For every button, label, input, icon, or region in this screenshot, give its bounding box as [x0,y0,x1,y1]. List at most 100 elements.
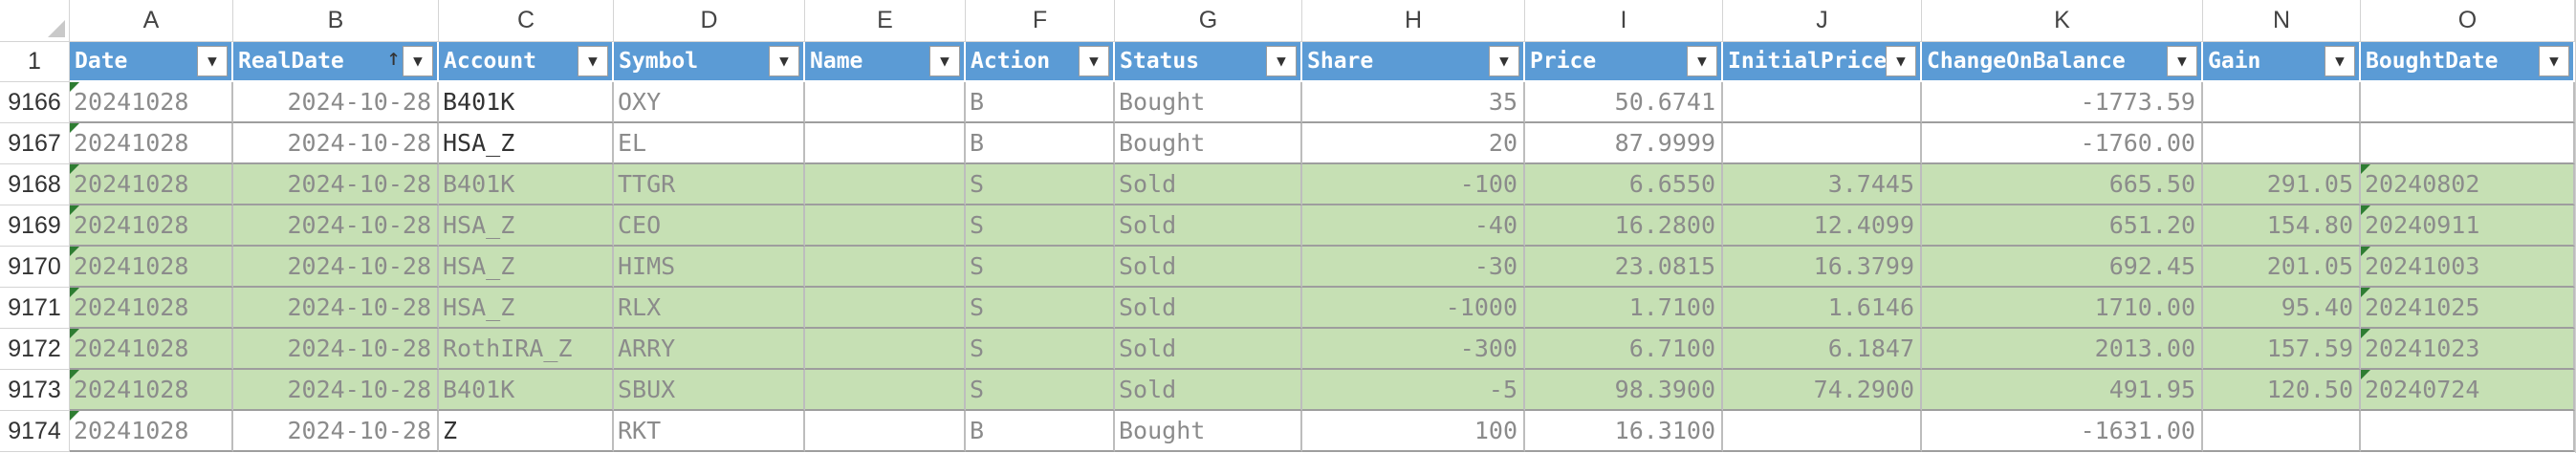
row-header-9169[interactable]: 9169 [0,205,70,247]
row-header-9166[interactable]: 9166 [0,82,70,123]
cell-status[interactable]: Sold [1115,288,1302,329]
cell-initialprice[interactable] [1723,123,1922,164]
cell-account[interactable]: B401K [439,164,614,205]
cell-initialprice[interactable]: 6.1847 [1723,329,1922,370]
cell-boughtdate[interactable] [2361,123,2575,164]
cell-realdate[interactable]: 2024-10-28 [233,82,439,123]
filter-dropdown-icon[interactable]: ▼ [2167,46,2197,76]
filter-dropdown-icon[interactable]: ▼ [929,46,960,76]
cell-action[interactable]: S [966,370,1115,411]
cell-gain[interactable] [2203,411,2361,452]
filter-dropdown-icon[interactable]: ▼ [2325,46,2355,76]
cell-status[interactable]: Bought [1115,123,1302,164]
cell-gain[interactable] [2203,123,2361,164]
filter-dropdown-icon[interactable]: ▼ [1266,46,1297,76]
cell-status[interactable]: Bought [1115,411,1302,452]
filter-header-gain[interactable]: Gain ▼ [2203,42,2361,82]
cell-realdate[interactable]: 2024-10-28 [233,411,439,452]
cell-date[interactable]: 20241028 [70,370,233,411]
cell-boughtdate[interactable]: 20241003 [2361,247,2575,288]
cell-name[interactable] [805,329,966,370]
cell-account[interactable]: HSA_Z [439,288,614,329]
cell-initialprice[interactable]: 16.3799 [1723,247,1922,288]
cell-gain[interactable]: 157.59 [2203,329,2361,370]
cell-changeonbalance[interactable]: 1710.00 [1922,288,2203,329]
cell-realdate[interactable]: 2024-10-28 [233,329,439,370]
filter-dropdown-icon[interactable]: ▼ [1687,46,1717,76]
cell-account[interactable]: HSA_Z [439,123,614,164]
cell-symbol[interactable]: SBUX [614,370,805,411]
cell-realdate[interactable]: 2024-10-28 [233,205,439,247]
cell-action[interactable]: S [966,164,1115,205]
cell-gain[interactable]: 201.05 [2203,247,2361,288]
cell-boughtdate[interactable]: 20240802 [2361,164,2575,205]
filter-dropdown-icon[interactable]: ▼ [403,46,433,76]
cell-changeonbalance[interactable]: 651.20 [1922,205,2203,247]
filter-header-changeonbalance[interactable]: ChangeOnBalance ▼ [1922,42,2203,82]
cell-boughtdate[interactable]: 20241023 [2361,329,2575,370]
cell-symbol[interactable]: HIMS [614,247,805,288]
cell-changeonbalance[interactable]: -1631.00 [1922,411,2203,452]
filter-dropdown-icon[interactable]: ▼ [1079,46,1109,76]
cell-price[interactable]: 16.3100 [1525,411,1723,452]
cell-initialprice[interactable] [1723,82,1922,123]
cell-action[interactable]: S [966,247,1115,288]
filter-dropdown-icon[interactable]: ▼ [769,46,799,76]
cell-realdate[interactable]: 2024-10-28 [233,164,439,205]
row-header-9174[interactable]: 9174 [0,411,70,452]
cell-changeonbalance[interactable]: 491.95 [1922,370,2203,411]
cell-symbol[interactable]: CEO [614,205,805,247]
row-header-9173[interactable]: 9173 [0,370,70,411]
cell-price[interactable]: 16.2800 [1525,205,1723,247]
cell-date[interactable]: 20241028 [70,82,233,123]
filter-dropdown-icon[interactable]: ▼ [197,46,228,76]
cell-share[interactable]: 100 [1302,411,1525,452]
cell-price[interactable]: 98.3900 [1525,370,1723,411]
cell-action[interactable]: B [966,411,1115,452]
cell-name[interactable] [805,370,966,411]
cell-symbol[interactable]: TTGR [614,164,805,205]
cell-action[interactable]: S [966,329,1115,370]
cell-date[interactable]: 20241028 [70,123,233,164]
cell-action[interactable]: S [966,288,1115,329]
cell-action[interactable]: B [966,82,1115,123]
cell-status[interactable]: Sold [1115,205,1302,247]
row-header-9171[interactable]: 9171 [0,288,70,329]
filter-header-account[interactable]: Account ▼ [439,42,614,82]
cell-boughtdate[interactable]: 20241025 [2361,288,2575,329]
cell-name[interactable] [805,247,966,288]
row-header-1[interactable]: 1 [0,42,70,82]
column-header-g[interactable]: G [1115,0,1302,42]
filter-header-action[interactable]: Action ▼ [966,42,1115,82]
cell-date[interactable]: 20241028 [70,411,233,452]
cell-share[interactable]: 20 [1302,123,1525,164]
cell-price[interactable]: 87.9999 [1525,123,1723,164]
filter-header-realdate[interactable]: RealDate ↑ ▼ [233,42,439,82]
cell-share[interactable]: -40 [1302,205,1525,247]
cell-date[interactable]: 20241028 [70,247,233,288]
cell-changeonbalance[interactable]: -1760.00 [1922,123,2203,164]
cell-share[interactable]: -300 [1302,329,1525,370]
cell-account[interactable]: HSA_Z [439,247,614,288]
filter-header-name[interactable]: Name ▼ [805,42,966,82]
cell-status[interactable]: Sold [1115,164,1302,205]
cell-name[interactable] [805,123,966,164]
cell-gain[interactable] [2203,82,2361,123]
cell-date[interactable]: 20241028 [70,205,233,247]
cell-status[interactable]: Sold [1115,370,1302,411]
cell-initialprice[interactable] [1723,411,1922,452]
cell-price[interactable]: 6.6550 [1525,164,1723,205]
filter-dropdown-icon[interactable]: ▼ [2539,46,2569,76]
cell-account[interactable]: Z [439,411,614,452]
column-header-i[interactable]: I [1525,0,1723,42]
cell-share[interactable]: 35 [1302,82,1525,123]
cell-account[interactable]: HSA_Z [439,205,614,247]
column-header-d[interactable]: D [614,0,805,42]
cell-gain[interactable]: 120.50 [2203,370,2361,411]
filter-header-initialprice[interactable]: InitialPrice ▼ [1723,42,1922,82]
cell-account[interactable]: B401K [439,82,614,123]
column-header-e[interactable]: E [805,0,966,42]
cell-price[interactable]: 23.0815 [1525,247,1723,288]
row-header-9170[interactable]: 9170 [0,247,70,288]
filter-header-boughtdate[interactable]: BoughtDate ▼ [2361,42,2575,82]
